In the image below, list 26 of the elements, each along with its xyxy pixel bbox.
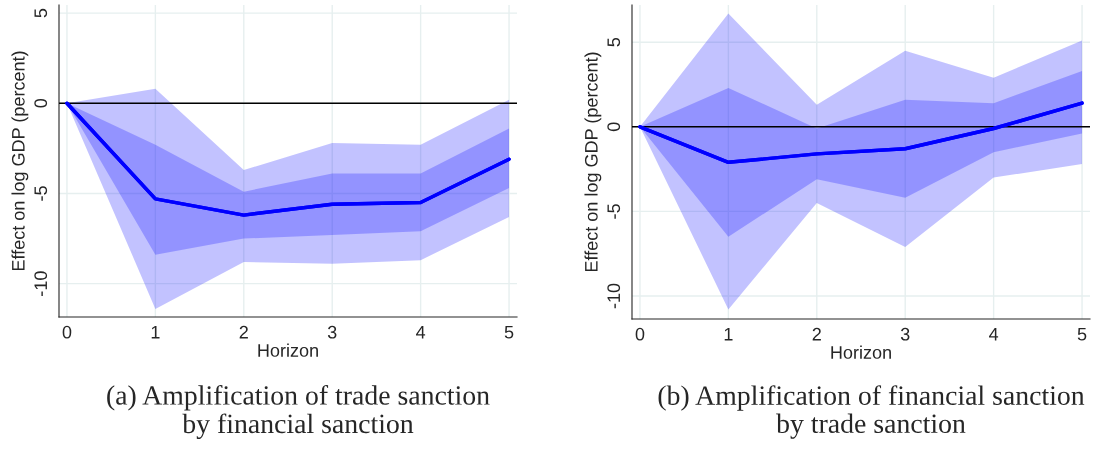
x-tick-label: 5 [504, 326, 514, 339]
y-tick-label: 5 [607, 37, 621, 47]
y-tick-label: -5 [34, 186, 48, 201]
text: (a) Amplification of trade sanction by financial sanction [107, 385, 490, 439]
x-tick-label: 4 [989, 328, 999, 341]
x-tick-label: 3 [327, 325, 337, 339]
x-axis-title: Horizon [831, 345, 891, 359]
y-tick-label: 0 [607, 122, 621, 132]
y-tick-label: 5 [34, 8, 48, 18]
y-tick-label: -5 [607, 204, 621, 219]
y-axis-title: Effect on log GDP (percent) [584, 52, 602, 272]
x-axis-title: Horizon [258, 343, 318, 357]
y-axis-title: Effect on log GDP (percent) [11, 51, 29, 271]
text: (b) Amplification of financial sanction by trade sanction [658, 385, 1085, 439]
y-tick-label: -10 [607, 283, 621, 309]
x-tick-label: 4 [416, 326, 426, 339]
x-tick-label: 0 [635, 327, 645, 341]
x-tick-label: 5 [1077, 328, 1087, 341]
y-tick-label: 0 [34, 98, 48, 108]
x-tick-label: 1 [151, 326, 160, 339]
x-tick-label: 0 [62, 325, 72, 339]
y-tick-label: -10 [34, 271, 48, 296]
x-tick-label: 3 [900, 327, 910, 341]
x-tick-label: 1 [724, 328, 733, 341]
x-tick-label: 2 [812, 327, 821, 341]
x-tick-label: 2 [239, 325, 248, 339]
